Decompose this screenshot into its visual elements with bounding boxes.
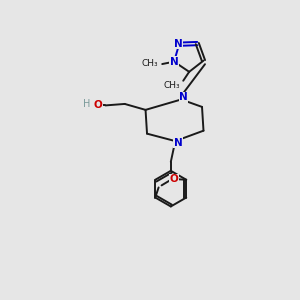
Text: N: N [174, 39, 183, 49]
Text: CH₃: CH₃ [163, 81, 180, 90]
Text: CH₃: CH₃ [141, 59, 158, 68]
Text: N: N [170, 57, 178, 67]
Text: H: H [83, 99, 91, 109]
Text: N: N [174, 138, 183, 148]
Text: O: O [169, 174, 178, 184]
Text: N: N [179, 92, 188, 102]
Text: O: O [94, 100, 102, 110]
